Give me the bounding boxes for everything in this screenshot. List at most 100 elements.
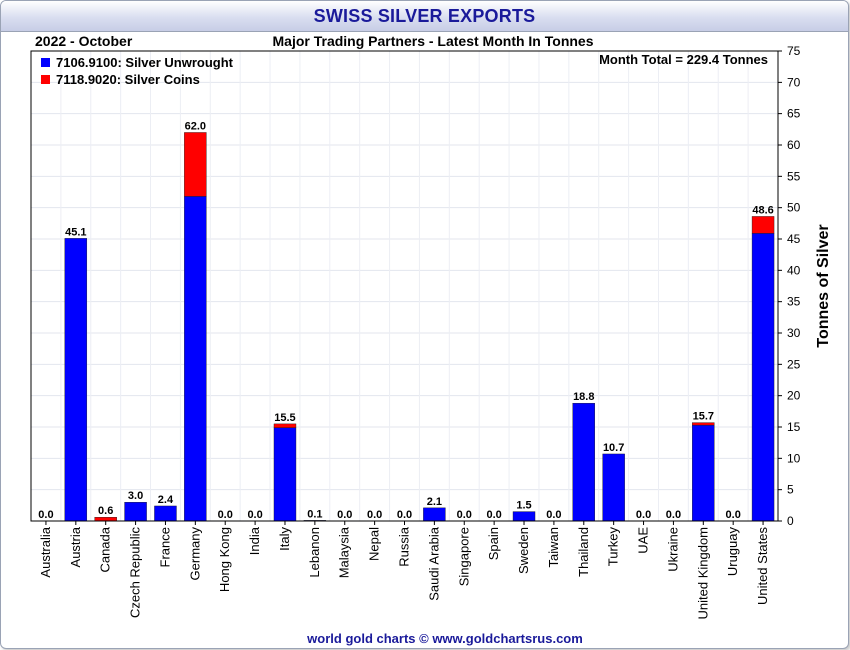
- y-tick-label: 10: [787, 451, 801, 465]
- bar-total-label: 0.0: [218, 509, 233, 521]
- bar-total-label: 15.7: [693, 411, 714, 423]
- y-tick-labels: 0 5 10 15 20 25 30 35 40 45 50 55 60 65 70 75: [778, 44, 801, 528]
- x-tick-label: Turkey: [606, 527, 621, 567]
- month-total: Month Total = 229.4 Tonnes: [599, 52, 768, 67]
- bar-unwrought: [751, 233, 775, 522]
- bar-unwrought: [154, 505, 177, 522]
- x-tick-label: Nepal: [367, 527, 382, 561]
- bar-coins: [751, 216, 775, 234]
- chart-title: SWISS SILVER EXPORTS: [313, 6, 536, 26]
- bar-total-label: 10.7: [603, 442, 624, 454]
- x-tick-label: Germany: [187, 527, 202, 581]
- bar-total-label: 48.6: [752, 204, 773, 216]
- plot-border: [30, 50, 779, 522]
- x-tick-label: Russia: [397, 526, 412, 567]
- value-labels: 0.0 45.1 0.6 3.0 2.4 62.0 0.0 0.0 15.5 0.1 0.0 0.0 0…: [38, 120, 773, 521]
- axes: [30, 50, 779, 522]
- y-tick-label: 0: [787, 514, 794, 528]
- legend-label-coins: 7118.9020: Silver Coins: [56, 72, 200, 87]
- x-tick-label: Australia: [38, 526, 53, 577]
- x-tick-label: Austria: [68, 526, 83, 567]
- y-tick-label: 25: [787, 357, 801, 371]
- legend: 7106.9100: Silver Unwrought 7118.9020: S…: [41, 55, 234, 87]
- x-tick-label: Uruguay: [725, 527, 740, 577]
- bar-total-label: 0.0: [247, 509, 262, 521]
- x-tick-label: United States: [755, 527, 770, 606]
- bar-unwrought: [512, 511, 536, 522]
- bar-total-label: 0.0: [367, 509, 382, 521]
- bar-total-label: 18.8: [573, 391, 594, 403]
- y-tick-label: 60: [787, 138, 801, 152]
- x-tick-label: Malaysia: [337, 526, 352, 578]
- x-tick-label: Italy: [277, 527, 292, 551]
- y-axis-label: Tonnes of Silver: [815, 224, 832, 347]
- bar-unwrought: [124, 502, 147, 522]
- x-tick-label: United Kingdom: [695, 527, 710, 620]
- bar-total-label: 15.5: [274, 412, 295, 424]
- bar-total-label: 0.1: [307, 508, 322, 520]
- y-tick-label: 65: [787, 107, 801, 121]
- bar-total-label: 45.1: [65, 226, 86, 238]
- legend-swatch-unwrought: [41, 58, 50, 67]
- bar-unwrought: [602, 453, 625, 522]
- x-tick-label: Singapore: [456, 527, 471, 586]
- x-tick-label: Spain: [486, 527, 501, 560]
- y-tick-label: 40: [787, 263, 801, 277]
- x-tick-labels: Australia Austria Canada Czech Republic Fran…: [38, 521, 770, 620]
- y-tick-label: 50: [787, 201, 801, 215]
- x-tick-label: UAE: [636, 527, 651, 554]
- y-tick-label: 30: [787, 326, 801, 340]
- x-tick-label: Canada: [98, 526, 113, 572]
- bar-coins: [692, 422, 715, 426]
- legend-swatch-coins: [41, 75, 50, 84]
- bar-unwrought: [423, 507, 446, 522]
- y-tick-label: 55: [787, 169, 801, 183]
- bar-unwrought: [692, 424, 715, 522]
- legend-label-unwrought: 7106.9100: Silver Unwrought: [56, 55, 234, 70]
- x-tick-label: Hong Kong: [217, 527, 232, 592]
- bar-total-label: 0.0: [666, 509, 681, 521]
- x-tick-label: Ukraine: [665, 527, 680, 572]
- x-tick-label: Thailand: [576, 527, 591, 577]
- bar-total-label: 3.0: [128, 490, 143, 502]
- y-tick-label: 35: [787, 295, 801, 309]
- x-tick-label: Sweden: [516, 527, 531, 574]
- bar-total-label: 0.6: [98, 505, 113, 517]
- y-tick-label: 70: [787, 75, 801, 89]
- x-tick-label: Czech Republic: [128, 527, 143, 619]
- bar-total-label: 2.4: [158, 494, 174, 506]
- bar-total-label: 0.0: [38, 509, 53, 521]
- bar-coins: [273, 423, 297, 428]
- x-tick-label: India: [247, 526, 262, 555]
- bar-coins: [184, 132, 207, 197]
- x-tick-label: Saudi Arabia: [426, 526, 441, 600]
- title-bar: SWISS SILVER EXPORTS: [1, 1, 848, 32]
- y-tick-label: 15: [787, 420, 801, 434]
- footer-credit: world gold charts © www.goldchartsrus.co…: [306, 631, 583, 646]
- bars: [64, 132, 775, 522]
- bar-unwrought: [184, 196, 207, 522]
- period-label: 2022 - October: [35, 33, 133, 49]
- bar-total-label: 2.1: [427, 496, 442, 508]
- bar-coins: [94, 517, 117, 522]
- bar-total-label: 0.0: [337, 509, 352, 521]
- bar-unwrought: [273, 427, 297, 522]
- chart-subtitle: Major Trading Partners - Latest Month In…: [273, 33, 594, 49]
- bar-total-label: 0.0: [457, 509, 472, 521]
- bar-total-label: 0.0: [726, 509, 741, 521]
- bar-total-label: 0.0: [546, 509, 561, 521]
- bar-total-label: 62.0: [185, 120, 206, 132]
- y-tick-label: 20: [787, 389, 801, 403]
- y-tick-label: 75: [787, 44, 801, 58]
- y-tick-label: 45: [787, 232, 801, 246]
- x-tick-label: Taiwan: [546, 527, 561, 567]
- gridlines: [30, 50, 779, 522]
- bar-total-label: 0.0: [397, 509, 412, 521]
- bar-unwrought: [572, 402, 595, 522]
- y-tick-label: 5: [787, 483, 794, 497]
- bar-total-label: 0.0: [636, 509, 651, 521]
- bar-unwrought: [64, 238, 88, 522]
- x-tick-label: France: [157, 527, 172, 567]
